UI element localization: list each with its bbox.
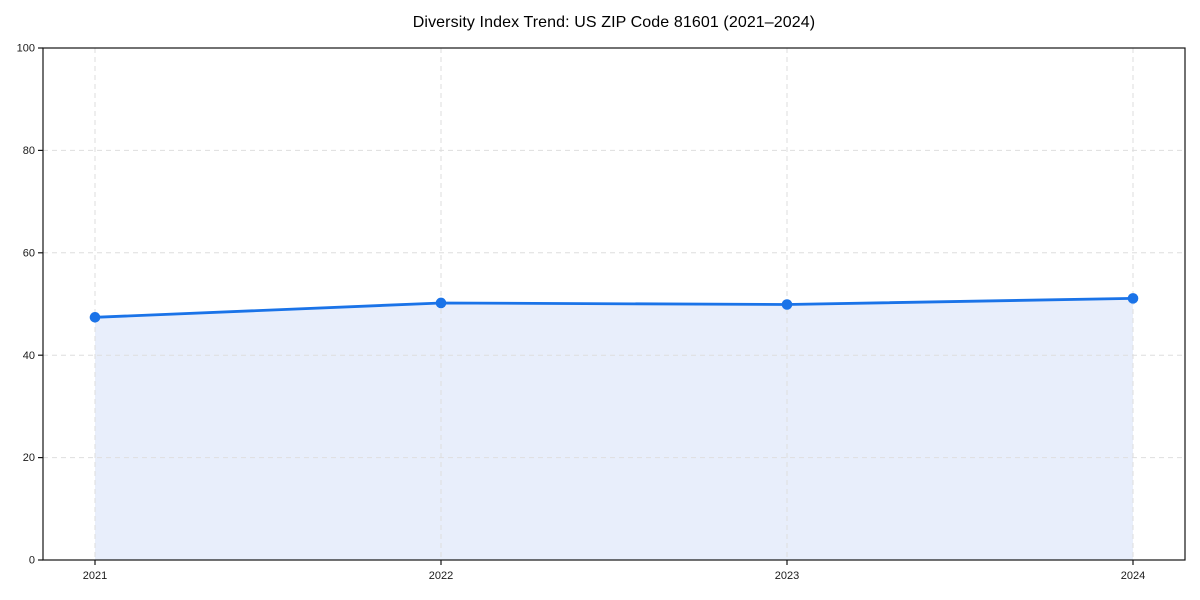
x-tick-label: 2021 <box>83 570 107 582</box>
chart-title: Diversity Index Trend: US ZIP Code 81601… <box>412 14 816 31</box>
y-tick-label: 0 <box>29 555 35 567</box>
y-tick-label: 60 <box>23 247 35 259</box>
x-tick-label: 2022 <box>429 570 453 582</box>
x-tick-label: 2024 <box>1121 570 1145 582</box>
data-point-marker <box>781 299 793 310</box>
y-tick-label: 100 <box>17 43 35 55</box>
y-tick-label: 80 <box>23 145 35 157</box>
plot-frame <box>42 47 1186 561</box>
y-tick-label: 20 <box>23 452 35 464</box>
data-point-marker <box>435 297 447 309</box>
y-tick-label: 40 <box>23 350 35 362</box>
data-point-marker <box>1127 293 1139 304</box>
trend-line <box>93 296 1135 319</box>
data-point-marker <box>89 312 101 323</box>
x-tick-label: 2023 <box>775 570 799 582</box>
area-fill <box>95 298 1133 560</box>
